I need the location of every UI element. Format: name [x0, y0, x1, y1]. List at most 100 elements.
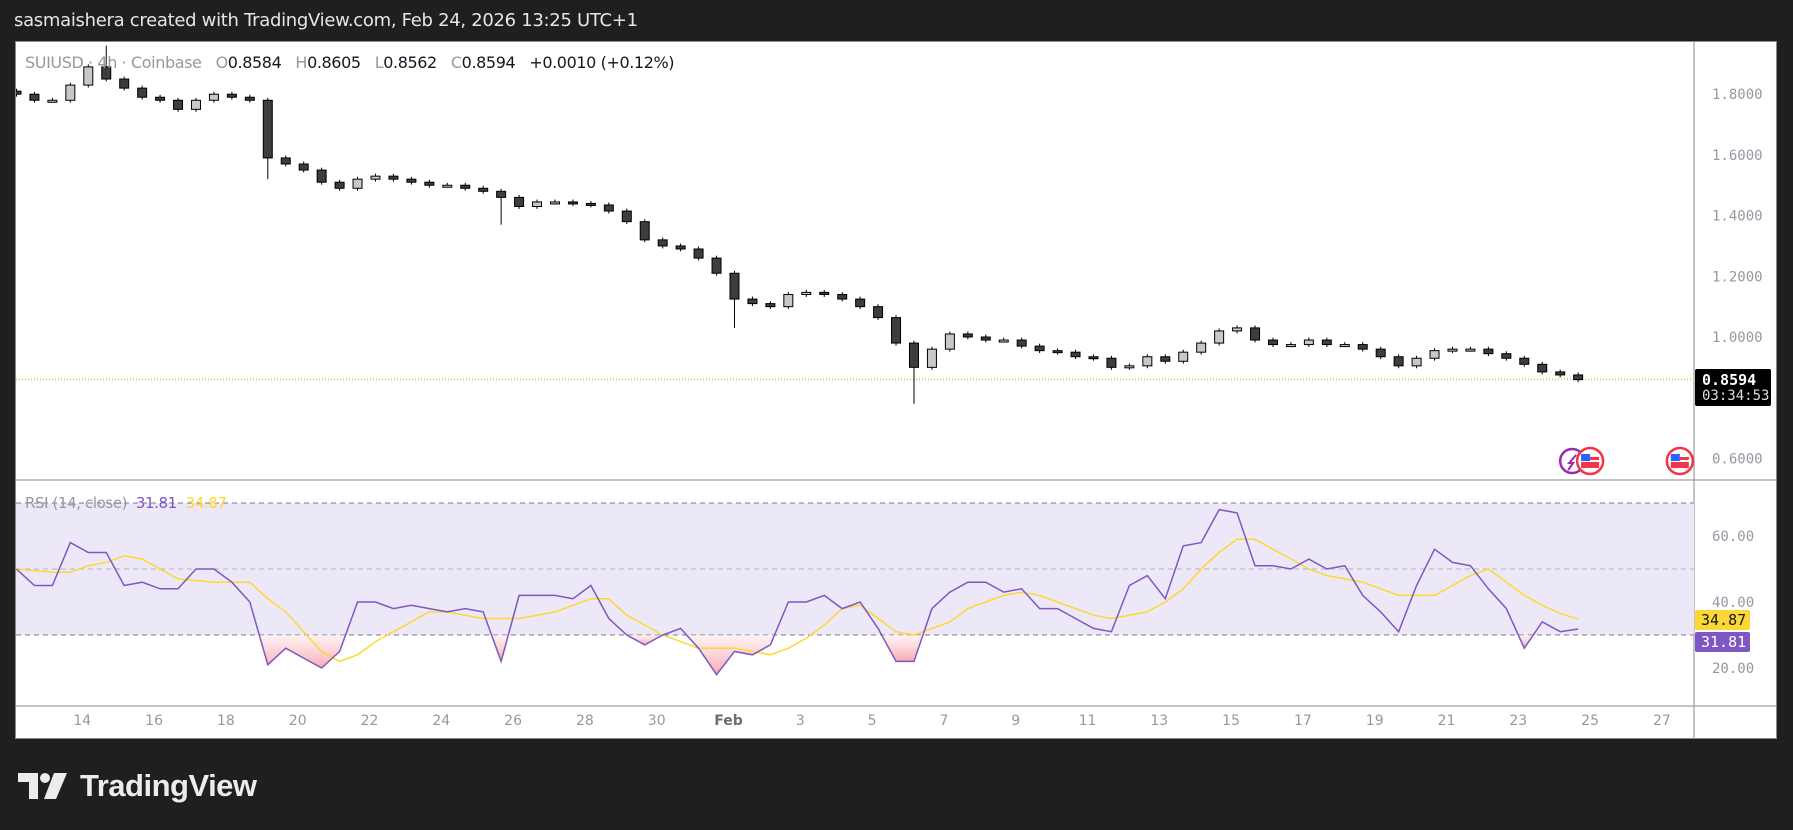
candle[interactable]: [406, 176, 417, 185]
us-flag-economic-event-icon[interactable]: [1665, 446, 1695, 476]
candle[interactable]: [747, 296, 758, 307]
candle[interactable]: [208, 91, 219, 103]
candle[interactable]: [1357, 342, 1368, 352]
candle[interactable]: [244, 94, 255, 103]
candle[interactable]: [962, 331, 973, 340]
candle[interactable]: [980, 334, 991, 343]
candle[interactable]: [1321, 337, 1332, 348]
candle[interactable]: [675, 243, 686, 252]
candle[interactable]: [47, 97, 58, 103]
candle[interactable]: [496, 188, 507, 225]
rsi-line[interactable]: [16, 508, 1579, 676]
candle[interactable]: [1160, 354, 1171, 364]
candle[interactable]: [119, 76, 130, 91]
candle[interactable]: [603, 202, 614, 214]
candle[interactable]: [1285, 342, 1296, 348]
candle[interactable]: [729, 270, 740, 328]
candle[interactable]: [891, 315, 902, 346]
candle[interactable]: [478, 185, 489, 194]
us-flag-economic-event-icon[interactable]: [1575, 446, 1605, 476]
candle[interactable]: [226, 91, 237, 100]
candle[interactable]: [262, 97, 273, 180]
candle[interactable]: [998, 337, 1009, 343]
candle[interactable]: [29, 91, 40, 103]
candle[interactable]: [1339, 342, 1350, 348]
candle[interactable]: [549, 199, 560, 205]
candle[interactable]: [1411, 355, 1422, 369]
candle[interactable]: [639, 219, 650, 243]
candle[interactable]: [1483, 346, 1494, 357]
candle[interactable]: [388, 173, 399, 182]
candle[interactable]: [137, 85, 148, 100]
candle[interactable]: [837, 292, 848, 302]
candle[interactable]: [1501, 351, 1512, 361]
candle[interactable]: [1393, 354, 1404, 369]
candle[interactable]: [926, 346, 937, 370]
candle[interactable]: [1052, 348, 1063, 355]
candle[interactable]: [657, 237, 668, 249]
candle[interactable]: [532, 199, 543, 209]
candle[interactable]: [424, 179, 435, 188]
tradingview-logo[interactable]: TradingView: [18, 768, 257, 804]
candle[interactable]: [1016, 337, 1027, 349]
candle[interactable]: [65, 82, 76, 103]
rsi-ma-line[interactable]: [16, 538, 1579, 663]
candle[interactable]: [1034, 343, 1045, 354]
rsi-axis[interactable]: 60.00 40.00 20.00: [1712, 529, 1754, 677]
candle[interactable]: [765, 301, 776, 310]
candle[interactable]: [783, 292, 794, 310]
candle[interactable]: [1178, 349, 1189, 364]
candle[interactable]: [1447, 346, 1458, 354]
candle[interactable]: [1142, 354, 1153, 369]
rsi-indicator-name[interactable]: RSI (14, close): [25, 494, 128, 512]
symbol-info[interactable]: SUIUSD · 4h · Coinbase: [25, 53, 202, 72]
candle[interactable]: [1124, 363, 1135, 370]
candle[interactable]: [1214, 328, 1225, 346]
candle[interactable]: [101, 45, 112, 82]
candle[interactable]: [1429, 348, 1440, 361]
candle[interactable]: [316, 167, 327, 185]
candle[interactable]: [1375, 346, 1386, 360]
candle[interactable]: [1088, 354, 1099, 361]
candle[interactable]: [1267, 337, 1278, 348]
candle[interactable]: [1537, 361, 1548, 375]
candle[interactable]: [585, 201, 596, 208]
candle[interactable]: [352, 176, 363, 191]
candle[interactable]: [1555, 369, 1566, 378]
candle[interactable]: [298, 161, 309, 173]
candle[interactable]: [711, 255, 722, 276]
candle[interactable]: [621, 208, 632, 225]
candle[interactable]: [173, 97, 184, 112]
candle[interactable]: [1465, 346, 1476, 352]
candle[interactable]: [855, 296, 866, 310]
candle[interactable]: [567, 199, 578, 206]
candle[interactable]: [155, 94, 166, 103]
time-axis[interactable]: 14 16 18 20 22 24 26 28 30 Feb 3 5 7 9 11 13 15 17 19 21 23 2…: [73, 713, 1670, 729]
candle[interactable]: [1250, 325, 1261, 343]
candle[interactable]: [334, 179, 345, 191]
candle[interactable]: [460, 182, 471, 191]
price-pane[interactable]: [12, 45, 1694, 404]
candle[interactable]: [1303, 337, 1314, 348]
rsi-pane[interactable]: [16, 508, 1579, 676]
candle[interactable]: [819, 289, 830, 297]
candle[interactable]: [83, 64, 94, 88]
candle[interactable]: [908, 340, 919, 404]
candle[interactable]: [442, 182, 453, 188]
candle[interactable]: [370, 173, 381, 182]
price-axis[interactable]: 1.8000 1.6000 1.4000 1.2000 1.0000 0.6000: [1712, 87, 1763, 467]
candle[interactable]: [1573, 372, 1584, 383]
candle[interactable]: [1070, 349, 1081, 360]
candle[interactable]: [693, 246, 704, 261]
candle[interactable]: [1519, 355, 1530, 367]
candle[interactable]: [1232, 325, 1243, 334]
candle[interactable]: [12, 88, 22, 97]
candle[interactable]: [1196, 340, 1207, 355]
candle[interactable]: [801, 289, 812, 297]
candle[interactable]: [1106, 355, 1117, 370]
candle[interactable]: [280, 155, 291, 167]
candle[interactable]: [944, 331, 955, 352]
candle[interactable]: [190, 97, 201, 112]
candle[interactable]: [873, 304, 884, 321]
